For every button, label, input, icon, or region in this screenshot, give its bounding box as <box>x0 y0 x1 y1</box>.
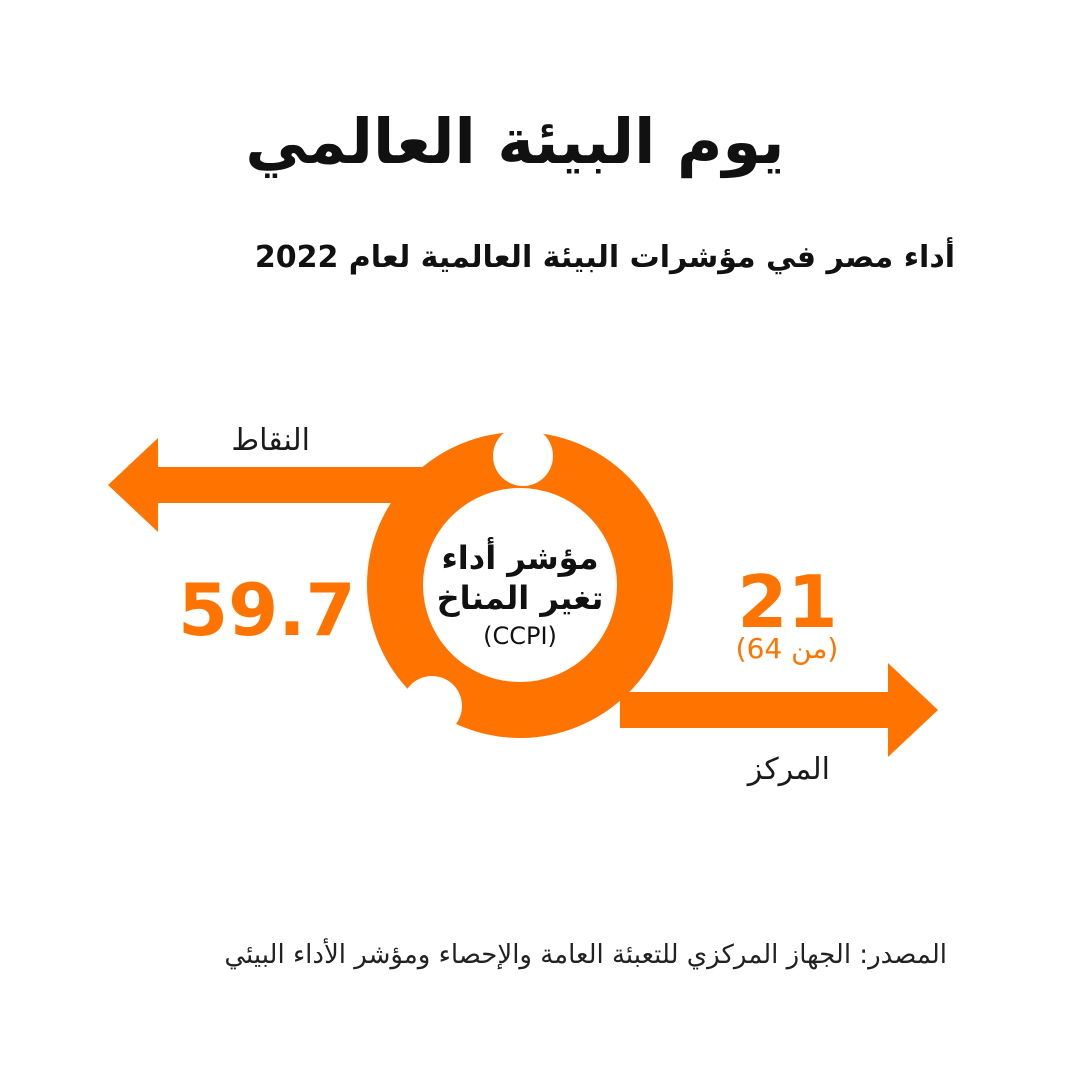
page-title: يوم البيئة العالمي <box>245 105 785 178</box>
arrow-right-shaft <box>620 692 892 728</box>
source-note: المصدر: الجهاز المركزي للتعبئة العامة وا… <box>224 940 947 970</box>
points-value: 59.7 <box>178 568 356 652</box>
rank-label: المركز <box>747 752 830 787</box>
page-subtitle: أداء مصر في مؤشرات البيئة العالمية لعام … <box>254 240 955 275</box>
arrow-left-shaft <box>150 467 440 503</box>
arrow-left-icon <box>108 438 158 532</box>
points-label: النقاط <box>231 423 310 458</box>
indicator-name-line2: تغير المناخ <box>436 579 604 617</box>
accent-shapes <box>108 438 938 757</box>
rank-out-of: (من 64) <box>735 632 839 665</box>
indicator-name: مؤشر أداء تغير المناخ (CCPI) <box>415 538 625 654</box>
ring-notch-top <box>493 426 553 486</box>
arrow-right-icon <box>888 663 938 757</box>
indicator-name-line1: مؤشر أداء <box>441 539 599 577</box>
indicator-abbreviation: (CCPI) <box>483 622 557 650</box>
rank-value: 21 <box>737 560 838 644</box>
ring-notch-bottom <box>402 676 462 736</box>
